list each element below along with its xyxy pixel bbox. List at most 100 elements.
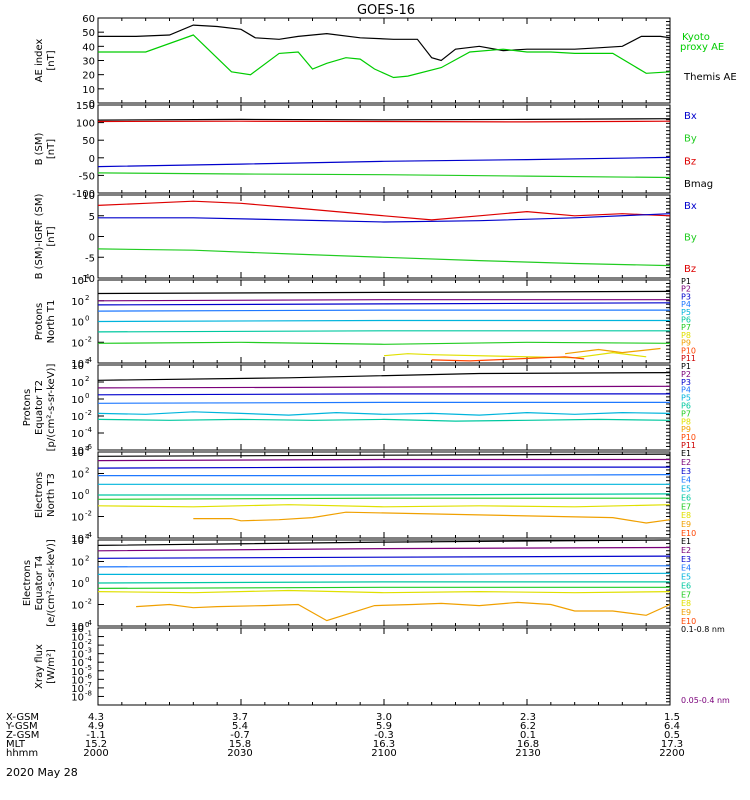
ephemeris-value: 3.7 — [232, 712, 248, 723]
series-line-e6 — [98, 493, 671, 496]
y-axis-label: North T1 — [46, 300, 57, 344]
series-line-e7 — [97, 586, 670, 590]
y-tick-label: 10 — [71, 658, 84, 669]
y-axis-label: Equator T4 — [34, 556, 45, 611]
legend-label: E5 — [681, 485, 691, 494]
series-line-by — [97, 248, 671, 267]
legend-label: P8 — [681, 331, 691, 340]
y-tick-label: 10 — [71, 491, 84, 502]
y-tick-label: 10 — [71, 359, 84, 370]
legend-label: P2 — [681, 285, 691, 294]
y-axis-label: [e/(cm²-s-sr-keV)] — [46, 539, 57, 627]
y-tick-label: 10 — [71, 378, 84, 389]
legend-label: P4 — [681, 300, 691, 309]
series-line-e1 — [97, 453, 671, 457]
series-line-e8 — [97, 589, 671, 594]
legend-label: P8 — [681, 417, 691, 426]
y-axis-label: AE index — [34, 39, 45, 83]
series-line-p1 — [97, 372, 671, 381]
ephemeris-value: 5.9 — [376, 721, 392, 732]
legend-label: Bx — [684, 201, 697, 212]
series-line-p2 — [97, 385, 671, 389]
y-tick-exponent: 0 — [85, 392, 89, 400]
legend-label: E3 — [681, 467, 691, 476]
y-tick-label: 10 — [82, 85, 95, 96]
y-tick-label: 10 — [71, 448, 84, 459]
legend-label: Bz — [684, 156, 696, 167]
y-tick-exponent: 4 — [85, 445, 90, 453]
y-tick-exponent: -4 — [85, 426, 93, 434]
legend-label: E1 — [681, 449, 691, 458]
panel-xray: 10-810-710-610-510-410-310-210-110 0Xray … — [34, 621, 730, 706]
series-line-p4 — [97, 309, 670, 312]
series-line-bx — [97, 156, 671, 168]
series-line-p6 — [97, 418, 671, 422]
legend-label: E7 — [681, 502, 691, 511]
y-tick-exponent: 4 — [85, 273, 90, 281]
y-tick-label: 40 — [82, 42, 95, 53]
series-line-e9 — [136, 601, 671, 622]
y-tick-label: 30 — [82, 57, 95, 68]
y-tick-label: 150 — [76, 101, 95, 112]
ephemeris-value: -1.1 — [86, 730, 106, 741]
y-tick-label: 10 — [71, 601, 84, 612]
date-label: 2020 May 28 — [6, 766, 78, 779]
series-line-p5 — [97, 319, 670, 323]
series-line-e4 — [97, 565, 670, 568]
y-tick-label: 10 — [71, 675, 84, 686]
ephemeris-value: 2030 — [227, 748, 252, 759]
legend-label: By — [684, 233, 697, 244]
panel-frame — [97, 104, 671, 194]
legend-label: E5 — [681, 573, 691, 582]
ephemeris-row-label: X-GSM — [6, 712, 39, 723]
y-tick-label: 0 — [89, 99, 95, 110]
y-tick-exponent: -6 — [85, 443, 93, 451]
y-tick-exponent: -1 — [85, 630, 92, 638]
legend-label: P1 — [681, 277, 691, 286]
series-line-e7 — [97, 497, 670, 500]
y-tick-label: 10 — [71, 633, 84, 644]
y-tick-exponent: -4 — [85, 531, 93, 539]
series-line-e9 — [193, 511, 671, 524]
ephemeris-value: 4.9 — [88, 721, 104, 732]
legend-label: P5 — [681, 394, 691, 403]
series-line-e2 — [97, 546, 671, 552]
ephemeris-row-label: hhmm — [6, 748, 38, 759]
legend-label: P9 — [681, 425, 691, 434]
series-line-e3 — [97, 466, 670, 469]
ephemeris-value: 2.3 — [520, 712, 536, 723]
series-line-kyoto-proxy-ae — [98, 34, 671, 79]
y-tick-exponent: -6 — [85, 672, 93, 680]
legend-label: E2 — [681, 546, 691, 555]
y-axis-label: Xray flux — [34, 644, 45, 689]
y-tick-label: 50 — [82, 28, 95, 39]
legend-label: P7 — [681, 409, 691, 418]
plot-title: GOES-16 — [357, 3, 415, 18]
y-tick-label: 10 — [71, 624, 84, 635]
y-axis-label: [nT] — [46, 139, 57, 159]
y-tick-label: -10 — [79, 274, 95, 285]
y-tick-exponent: 0 — [85, 315, 89, 323]
y-tick-label: 10 — [71, 446, 84, 457]
panel-bigrf: -10 -5 0 5 10 B (SM)-IGRF (SM) [nT] Bx By Bz — [34, 191, 697, 285]
series-line-e1 — [97, 539, 671, 546]
legend-label: Bmag — [684, 179, 713, 190]
y-tick-label: 10 — [71, 361, 84, 372]
panel-frame — [97, 17, 671, 104]
panel-frame — [97, 627, 671, 706]
y-tick-exponent: 4 — [85, 358, 90, 366]
legend-label: Bx — [684, 111, 697, 122]
series-line-p9 — [565, 347, 661, 355]
series-line-p6 — [97, 330, 670, 333]
y-tick-exponent: 2 — [85, 294, 89, 302]
y-tick-exponent: -4 — [85, 655, 93, 663]
y-axis-label: [nT] — [46, 226, 57, 246]
legend-label: E4 — [681, 476, 691, 485]
legend-label: E6 — [681, 493, 691, 502]
y-axis-label: [p/(cm²-s-sr-keV)] — [46, 364, 57, 452]
y-tick-exponent: -8 — [85, 689, 92, 697]
